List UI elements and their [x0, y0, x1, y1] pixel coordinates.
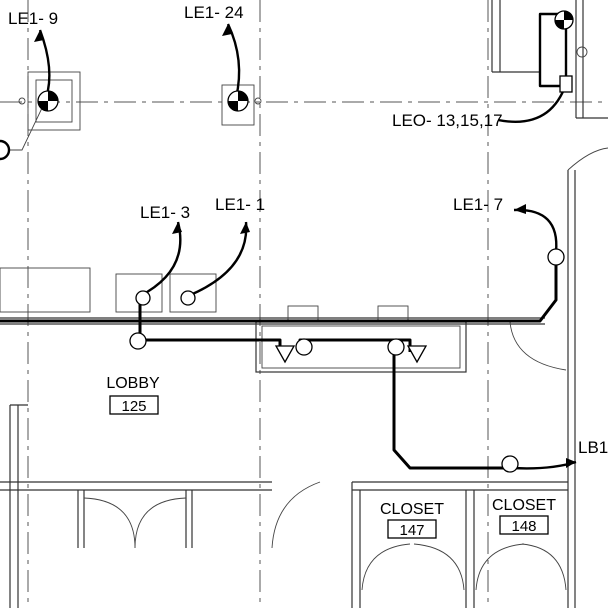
circuit-tag-le1-7: LE1- 7 [453, 195, 503, 214]
circuit-tag-le1-3: LE1- 3 [140, 203, 190, 222]
circuit-tag-le1-24: LE1- 24 [184, 3, 244, 22]
circuit-tag-le1-9: LE1- 9 [8, 9, 58, 28]
room-number-closet-147: 147 [399, 522, 424, 539]
doors [83, 321, 567, 591]
device-symbols [0, 10, 574, 473]
circuit-tag-leo: LEO- 13,15,17 [392, 111, 503, 130]
room-name-closet-148: CLOSET [492, 497, 556, 514]
room-name-closet-147: CLOSET [380, 501, 444, 518]
circuit-wiring [0, 12, 568, 470]
room-tags: LOBBY 125 CLOSET 147 CLOSET 148 [106, 375, 556, 539]
circuit-tags: LE1- 9 LE1- 24 LEO- 13,15,17 LE1- 3 LE1-… [8, 3, 608, 457]
circuit-tag-le1-1: LE1- 1 [215, 195, 265, 214]
room-number-closet-148: 148 [511, 518, 536, 535]
room-number-lobby: 125 [121, 398, 146, 415]
home-run-arrows [10, 23, 577, 470]
circuit-tag-lb1: LB1- [578, 438, 608, 457]
room-number-box-closet-147 [387, 519, 437, 539]
room-number-box-closet-148 [499, 515, 549, 535]
room-name-lobby: LOBBY [106, 375, 160, 392]
room-number-box-lobby [109, 395, 159, 415]
